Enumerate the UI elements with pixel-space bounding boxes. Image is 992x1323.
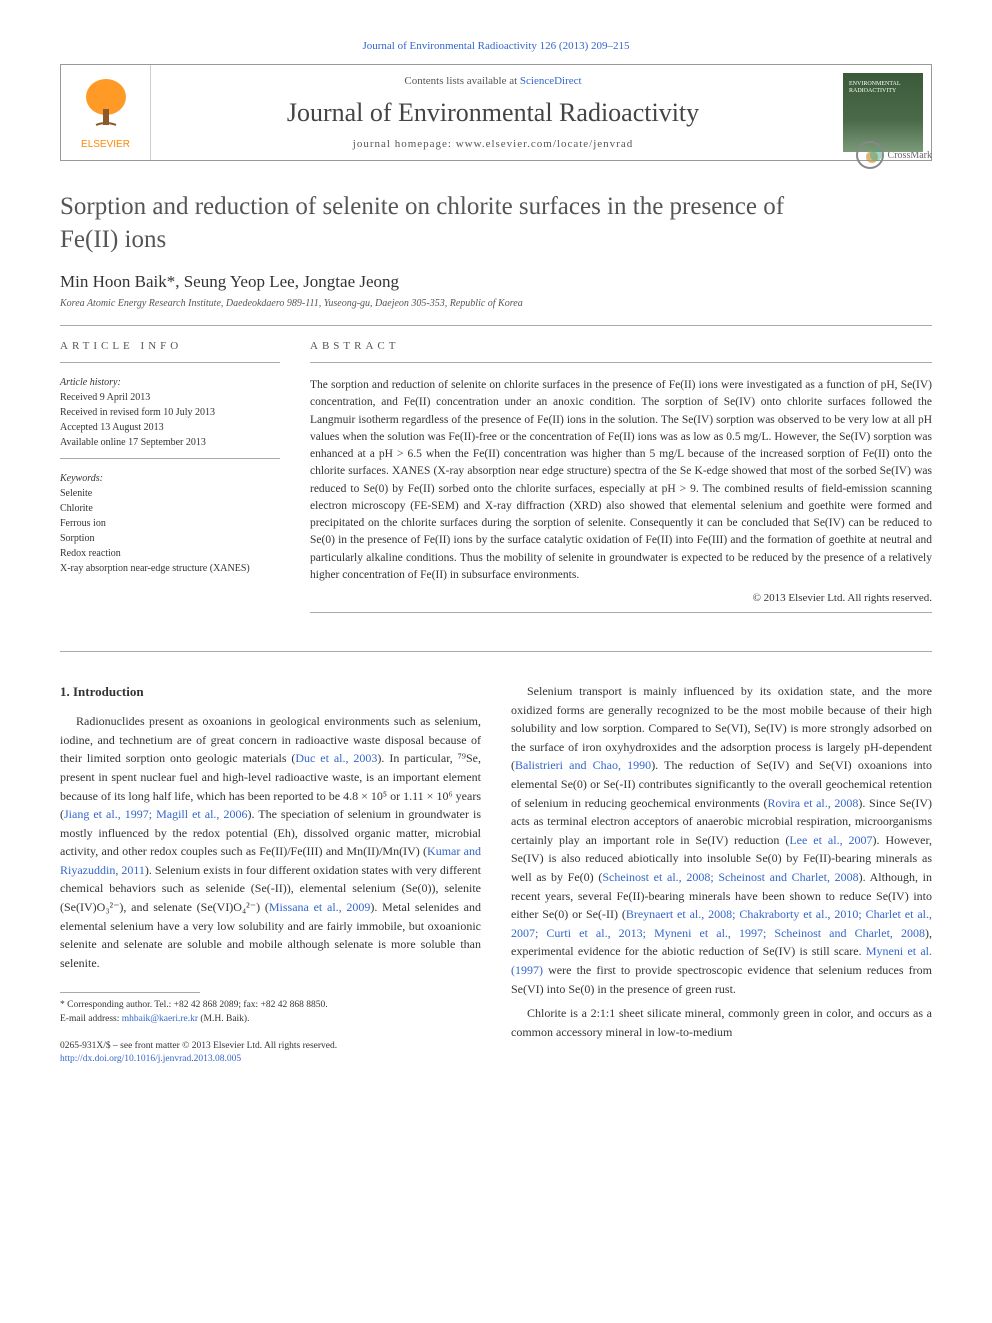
crossmark-icon	[856, 141, 884, 169]
citation-link[interactable]: Scheinost et al., 2008; Scheinost and Ch…	[602, 870, 858, 884]
keyword: Ferrous ion	[60, 516, 280, 531]
email-link[interactable]: mhbaik@kaeri.re.kr	[122, 1014, 198, 1024]
footnote-divider	[60, 992, 200, 993]
journal-header-box: ELSEVIER Contents lists available at Sci…	[60, 64, 932, 161]
copyright-line: © 2013 Elsevier Ltd. All rights reserved…	[310, 592, 932, 604]
body-paragraph: Selenium transport is mainly influenced …	[511, 682, 932, 998]
corr-author-line: * Corresponding author. Tel.: +82 42 868…	[60, 999, 481, 1012]
elsevier-label: ELSEVIER	[81, 139, 130, 150]
homepage-url[interactable]: www.elsevier.com/locate/jenvrad	[456, 138, 634, 150]
email-label: E-mail address:	[60, 1014, 122, 1024]
revised-date: Received in revised form 10 July 2013	[60, 405, 280, 420]
divider	[60, 362, 280, 363]
divider	[60, 458, 280, 459]
homepage-prefix: journal homepage:	[353, 138, 456, 150]
citation-link[interactable]: Lee et al., 2007	[789, 833, 872, 847]
body-column-right: Selenium transport is mainly influenced …	[511, 682, 932, 1067]
accepted-date: Accepted 13 August 2013	[60, 420, 280, 435]
doi-link[interactable]: http://dx.doi.org/10.1016/j.jenvrad.2013…	[60, 1054, 241, 1064]
divider	[310, 362, 932, 363]
keywords-label: Keywords:	[60, 473, 280, 484]
divider	[60, 325, 932, 326]
journal-cover-thumbnail[interactable]: ENVIRONMENTAL RADIOACTIVITY	[843, 73, 923, 152]
issn-line: 0265-931X/$ – see front matter © 2013 El…	[60, 1040, 481, 1053]
citation-link[interactable]: Rovira et al., 2008	[767, 796, 858, 810]
abstract-heading: ABSTRACT	[310, 340, 932, 352]
info-abstract-row: ARTICLE INFO Article history: Received 9…	[60, 340, 932, 627]
citation-link[interactable]: Balistrieri and Chao, 1990	[515, 758, 651, 772]
elsevier-tree-icon	[76, 75, 136, 135]
keyword: X-ray absorption near-edge structure (XA…	[60, 561, 280, 576]
article-info-column: ARTICLE INFO Article history: Received 9…	[60, 340, 280, 627]
citation-link[interactable]: Jiang et al., 1997; Magill et al., 2006	[64, 807, 247, 821]
elsevier-logo[interactable]: ELSEVIER	[61, 65, 151, 160]
body-paragraph: Chlorite is a 2:1:1 sheet silicate miner…	[511, 1004, 932, 1041]
journal-name: Journal of Environmental Radioactivity	[171, 98, 815, 128]
keyword: Redox reaction	[60, 546, 280, 561]
header-center: Contents lists available at ScienceDirec…	[151, 65, 835, 160]
keyword: Sorption	[60, 531, 280, 546]
keyword: Chlorite	[60, 501, 280, 516]
authors: Min Hoon Baik*, Seung Yeop Lee, Jongtae …	[60, 272, 932, 292]
email-line: E-mail address: mhbaik@kaeri.re.kr (M.H.…	[60, 1013, 481, 1026]
article-title: Sorption and reduction of selenite on ch…	[60, 191, 932, 256]
divider	[310, 612, 932, 613]
corresponding-author-footnote: * Corresponding author. Tel.: +82 42 868…	[60, 999, 481, 1026]
contents-available-line: Contents lists available at ScienceDirec…	[171, 75, 815, 87]
affiliation: Korea Atomic Energy Research Institute, …	[60, 298, 932, 309]
received-date: Received 9 April 2013	[60, 390, 280, 405]
keyword: Selenite	[60, 486, 280, 501]
section-heading: 1. Introduction	[60, 682, 481, 702]
cover-title: ENVIRONMENTAL RADIOACTIVITY	[849, 81, 923, 95]
history-label: Article history:	[60, 377, 280, 388]
contents-prefix: Contents lists available at	[404, 75, 519, 87]
body-paragraph: Radionuclides present as oxoanions in ge…	[60, 712, 481, 972]
header-citation: Journal of Environmental Radioactivity 1…	[60, 40, 932, 52]
footer-meta: 0265-931X/$ – see front matter © 2013 El…	[60, 1040, 481, 1067]
divider	[60, 651, 932, 652]
abstract-column: ABSTRACT The sorption and reduction of s…	[310, 340, 932, 627]
citation-link[interactable]: Missana et al., 2009	[269, 900, 371, 914]
citation-link[interactable]: Duc et al., 2003	[295, 751, 377, 765]
body-text: were the first to provide spectroscopic …	[511, 963, 932, 996]
email-suffix: (M.H. Baik).	[198, 1014, 249, 1024]
body-columns: 1. Introduction Radionuclides present as…	[60, 682, 932, 1067]
online-date: Available online 17 September 2013	[60, 435, 280, 450]
body-column-left: 1. Introduction Radionuclides present as…	[60, 682, 481, 1067]
sciencedirect-link[interactable]: ScienceDirect	[520, 75, 582, 87]
article-info-heading: ARTICLE INFO	[60, 340, 280, 352]
abstract-text: The sorption and reduction of selenite o…	[310, 377, 932, 584]
homepage-line: journal homepage: www.elsevier.com/locat…	[171, 138, 815, 150]
keywords-block: Keywords: Selenite Chlorite Ferrous ion …	[60, 473, 280, 576]
